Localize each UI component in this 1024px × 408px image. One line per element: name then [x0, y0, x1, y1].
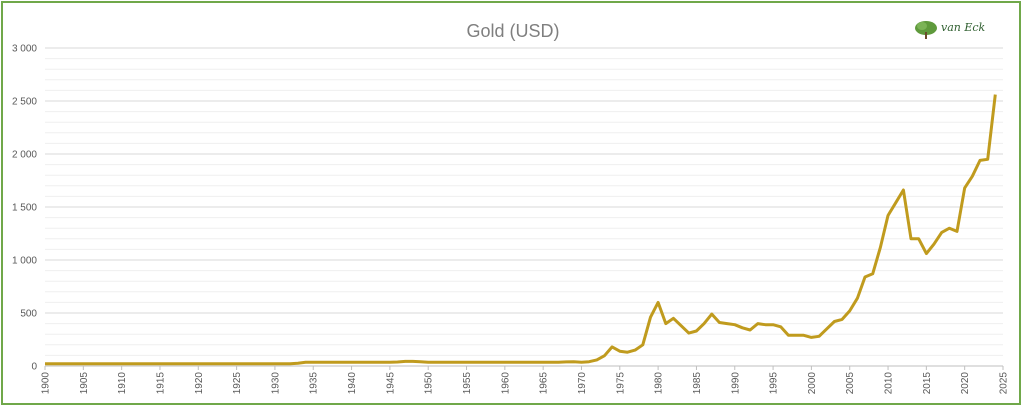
- x-tick-label: 1915: [155, 372, 166, 395]
- x-tick-label: 1960: [500, 372, 511, 395]
- y-tick-label: 500: [20, 309, 37, 320]
- x-tick-label: 1950: [424, 372, 435, 395]
- series-line-gold: [45, 94, 997, 366]
- x-tick-label: 2025: [999, 372, 1010, 395]
- x-tick-label: 1955: [462, 372, 473, 395]
- x-tick-label: 1995: [769, 372, 780, 395]
- x-tick-label: 1970: [577, 372, 588, 395]
- x-tick-label: 1975: [615, 372, 626, 395]
- x-tick-label: 1990: [730, 372, 741, 395]
- x-tick-label: 2005: [845, 372, 856, 395]
- x-tick-label: 1930: [270, 372, 281, 395]
- x-tick-label: 1925: [232, 372, 243, 395]
- x-tick-label: 1980: [654, 372, 665, 395]
- x-tick-label: 1965: [539, 372, 550, 395]
- x-tick-label: 1900: [41, 372, 52, 395]
- brand-logo: van Eck: [913, 19, 1013, 43]
- x-tick-label: 2000: [807, 372, 818, 395]
- x-tick-label: 1905: [79, 372, 90, 395]
- y-tick-label: 2 500: [12, 97, 37, 108]
- y-tick-label: 1 000: [12, 256, 37, 267]
- tree-icon: [915, 21, 937, 39]
- x-tick-label: 1935: [309, 372, 320, 395]
- x-tick-label: 1945: [385, 372, 396, 395]
- y-tick-label: 3 000: [12, 44, 37, 55]
- x-tick-label: 1985: [692, 372, 703, 395]
- x-tick-label: 2015: [922, 372, 933, 395]
- y-tick-label: 0: [31, 362, 37, 373]
- gridlines: [45, 47, 1003, 367]
- x-tick-label: 2020: [960, 372, 971, 395]
- x-axis-ticks: 1900 1905 1910 1915 1920 1925 1930 1935 1940 1945…: [41, 366, 1010, 394]
- y-tick-label: 2 000: [12, 150, 37, 161]
- x-tick-label: 1940: [347, 372, 358, 395]
- brand-logo-text: van Eck: [941, 21, 986, 34]
- x-tick-label: 1920: [194, 372, 205, 395]
- y-axis-ticks: 0 500 1 000 1 500 2 000 2 500 3 000: [12, 44, 37, 373]
- x-tick-label: 1910: [117, 372, 128, 395]
- x-tick-label: 2010: [884, 372, 895, 395]
- chart-title: Gold (USD): [466, 21, 560, 41]
- y-tick-label: 1 500: [12, 203, 37, 214]
